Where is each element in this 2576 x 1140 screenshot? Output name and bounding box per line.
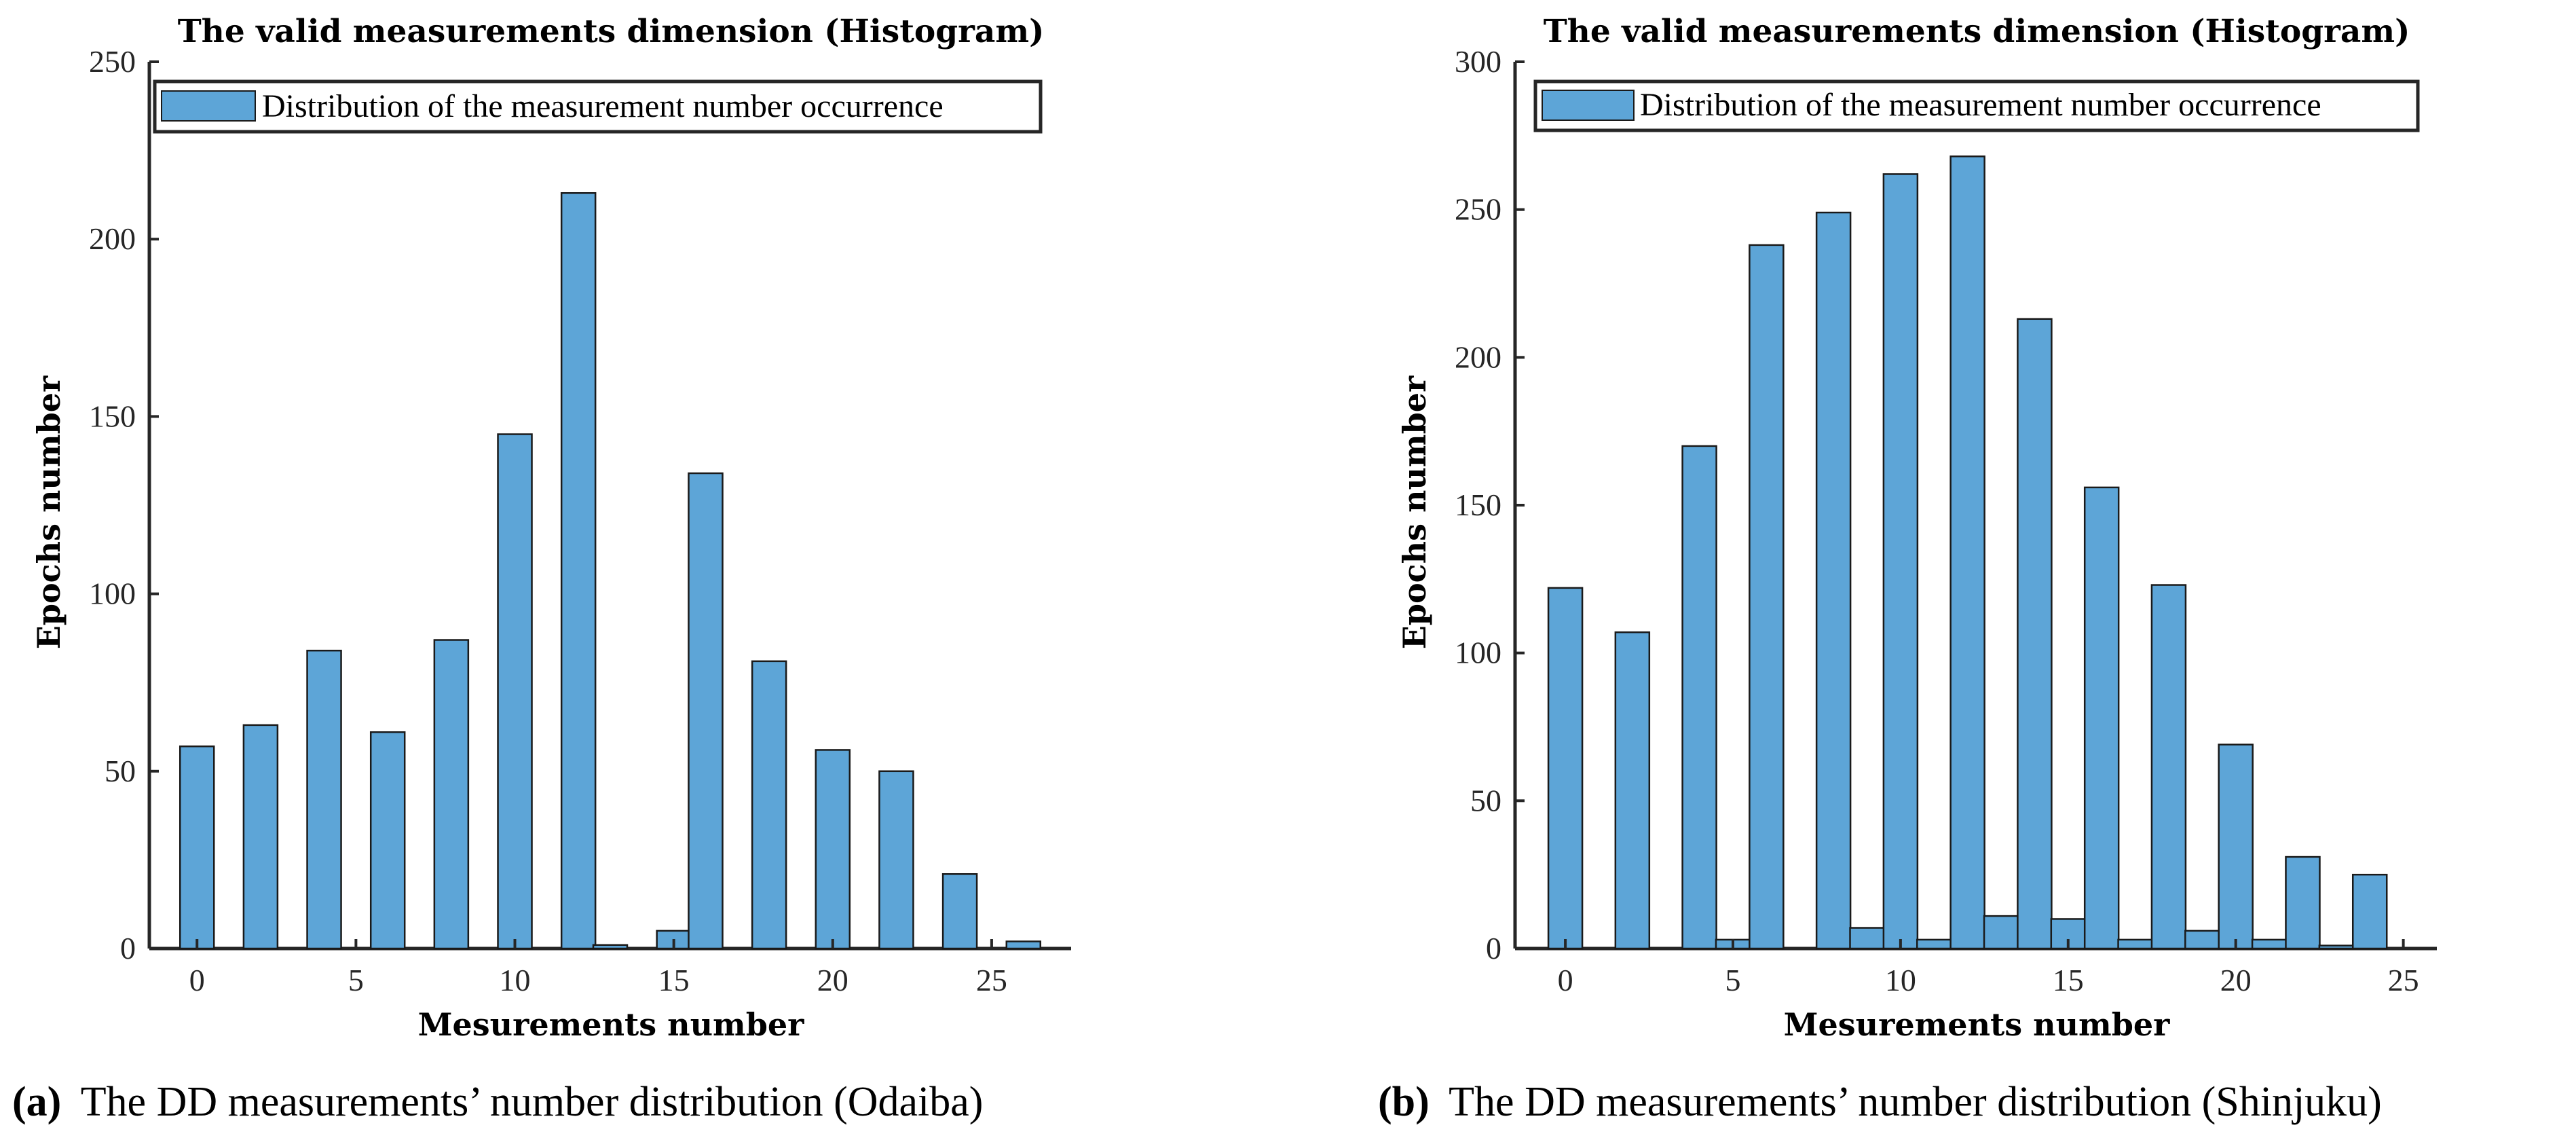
bar bbox=[1005, 940, 1042, 950]
bar bbox=[369, 731, 406, 950]
bar bbox=[497, 433, 533, 950]
bar bbox=[2083, 486, 2120, 950]
bar bbox=[2318, 944, 2355, 950]
chart-title: The valid measurements dimension (Histog… bbox=[1544, 13, 2410, 50]
histogram-shinjuku: The valid measurements dimension (Histog… bbox=[1396, 13, 2437, 1043]
caption-letter: (a) bbox=[12, 1079, 61, 1125]
bars bbox=[1547, 155, 2388, 950]
bar bbox=[1849, 927, 1885, 950]
x-ticks: 0 5 10 15 20 25 bbox=[189, 939, 1007, 997]
y-tick-label: 50 bbox=[1470, 783, 1501, 817]
bars bbox=[179, 192, 1042, 950]
bar bbox=[2184, 930, 2220, 950]
x-tick-label: 15 bbox=[658, 963, 690, 997]
x-axis-label: Mesurements number bbox=[418, 1006, 805, 1043]
y-axis-label: Epochs number bbox=[1396, 375, 1433, 649]
bar bbox=[1681, 445, 1717, 950]
y-tick-label: 150 bbox=[1455, 488, 1501, 522]
legend-label: Distribution of the measurement number o… bbox=[262, 88, 944, 124]
x-tick-label: 5 bbox=[348, 963, 364, 997]
bar bbox=[2017, 318, 2053, 950]
x-tick-label: 20 bbox=[817, 963, 848, 997]
bar bbox=[751, 660, 787, 950]
bar bbox=[1949, 155, 1985, 950]
x-tick-label: 10 bbox=[500, 963, 531, 997]
y-tick-label: 300 bbox=[1455, 44, 1501, 79]
bar bbox=[878, 770, 914, 950]
y-axis-label: Epochs number bbox=[31, 375, 67, 649]
y-tick-label: 150 bbox=[89, 399, 136, 433]
y-tick-label: 100 bbox=[1455, 636, 1501, 670]
x-tick-label: 25 bbox=[2388, 963, 2419, 997]
legend-swatch bbox=[1542, 90, 1635, 121]
y-tick-label: 250 bbox=[89, 44, 136, 79]
bar bbox=[1916, 938, 1952, 950]
histogram-odaiba: The valid measurements dimension (Histog… bbox=[31, 13, 1071, 1043]
x-tick-label: 10 bbox=[1885, 963, 1916, 997]
x-tick-label: 5 bbox=[1725, 963, 1740, 997]
bar bbox=[1882, 173, 1919, 950]
bar bbox=[179, 745, 215, 950]
bar bbox=[815, 749, 851, 950]
bar bbox=[1614, 631, 1651, 950]
bar bbox=[688, 472, 724, 950]
legend-box bbox=[1533, 79, 2420, 132]
y-tick-label: 100 bbox=[89, 576, 136, 611]
bar bbox=[306, 649, 342, 950]
x-ticks: 0 5 10 15 20 25 bbox=[1558, 939, 2419, 997]
bar bbox=[2117, 938, 2153, 950]
bar bbox=[2251, 938, 2288, 950]
bar bbox=[941, 873, 978, 950]
y-tick-label: 0 bbox=[1486, 931, 1501, 966]
legend: Distribution of the measurement number o… bbox=[153, 79, 1043, 134]
x-tick-label: 20 bbox=[2220, 963, 2252, 997]
legend-box bbox=[153, 79, 1043, 134]
chart-title: The valid measurements dimension (Histog… bbox=[178, 13, 1045, 50]
legend: Distribution of the measurement number o… bbox=[1533, 79, 2420, 132]
caption-text: The DD measurements’ number distribution… bbox=[81, 1079, 984, 1125]
x-tick-label: 25 bbox=[976, 963, 1007, 997]
y-tick-label: 200 bbox=[89, 221, 136, 256]
bar bbox=[242, 724, 279, 950]
caption-b: (b) The DD measurements’ number distribu… bbox=[1378, 1079, 2382, 1125]
x-tick-label: 15 bbox=[2053, 963, 2084, 997]
bar bbox=[433, 639, 470, 950]
y-tick-label: 200 bbox=[1455, 339, 1501, 374]
bar bbox=[1547, 587, 1584, 950]
bar bbox=[1749, 244, 1785, 950]
svg-text:(a) The DD measurements’: (a) The DD measurements’ number distribu… bbox=[12, 1079, 983, 1125]
bar bbox=[2218, 743, 2254, 950]
x-tick-label: 0 bbox=[1558, 963, 1573, 997]
y-ticks: 0 50 100 150 200 250 300 bbox=[1455, 44, 1525, 966]
bar bbox=[2285, 856, 2321, 950]
bar bbox=[2150, 584, 2187, 950]
bar bbox=[2351, 873, 2388, 950]
x-axis-label: Mesurements number bbox=[1784, 1006, 2171, 1043]
bar bbox=[592, 944, 629, 950]
y-tick-label: 250 bbox=[1455, 192, 1501, 227]
legend-swatch bbox=[161, 90, 256, 122]
bar bbox=[1983, 915, 2019, 950]
x-tick-label: 0 bbox=[189, 963, 205, 997]
y-tick-label: 50 bbox=[105, 754, 136, 788]
y-tick-label: 0 bbox=[120, 931, 136, 966]
svg-text:(b) The DD measurements’: (b) The DD measurements’ number distribu… bbox=[1378, 1079, 2382, 1125]
caption-a: (a) The DD measurements’ number distribu… bbox=[12, 1079, 983, 1125]
bar bbox=[560, 192, 597, 950]
caption-letter: (b) bbox=[1378, 1079, 1430, 1125]
bar bbox=[1815, 211, 1852, 950]
caption-text: The DD measurements’ number distribution… bbox=[1449, 1079, 2382, 1125]
legend-label: Distribution of the measurement number o… bbox=[1640, 87, 2321, 123]
y-ticks: 0 50 100 150 200 250 bbox=[89, 44, 159, 966]
